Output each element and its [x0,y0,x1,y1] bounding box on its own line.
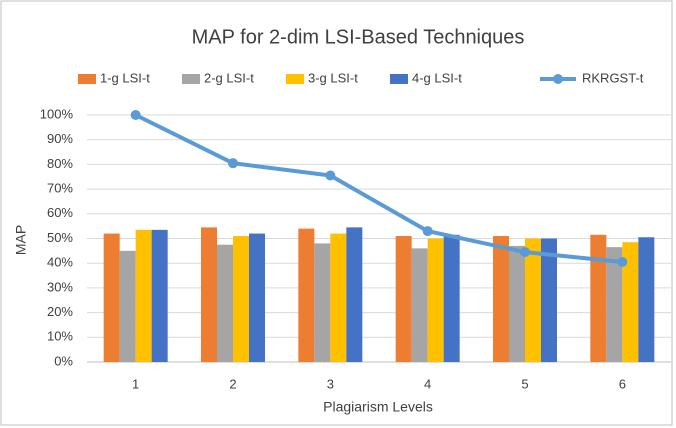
line-marker [228,158,238,169]
legend-swatch [286,74,304,84]
y-tick-label: 80% [47,156,73,171]
line-marker [520,247,530,258]
chart-title: MAP for 2-dim LSI-Based Techniques [192,26,525,48]
bar [493,236,509,362]
legend-label: RKRGST-t [582,70,644,85]
y-axis-label: MAP [13,225,29,255]
y-tick-label: 10% [47,329,73,344]
y-tick-label: 60% [47,205,73,220]
y-tick-label: 30% [47,279,73,294]
bar [151,229,168,362]
x-tick-label: 2 [229,376,236,391]
legend-swatch [553,74,563,84]
line-marker [617,256,628,267]
bar [427,238,444,362]
line-marker [422,226,433,237]
bar [119,250,136,362]
y-tick-label: 90% [47,131,73,146]
bar [606,247,623,362]
line-marker [325,170,336,181]
bar [411,248,428,362]
y-tick-label: 50% [47,230,73,245]
y-tick-label: 20% [47,304,73,319]
bar [346,227,363,362]
bar [395,236,412,362]
bar [590,234,607,362]
bar [525,238,541,362]
bar [638,237,655,362]
x-tick-label: 3 [327,376,334,391]
x-tick-label: 6 [619,376,626,391]
legend-label: 4-g LSI-t [412,70,462,85]
bar [233,236,249,362]
legend-label: 1-g LSI-t [100,70,150,85]
legend-swatch [78,74,96,84]
legend-label: 3-g LSI-t [308,70,358,85]
line [134,113,623,264]
bar [201,227,217,362]
bar [622,242,639,362]
bar [103,233,120,362]
y-tick-label: 100% [40,106,74,121]
bar [330,233,347,362]
y-tick-label: 0% [54,353,73,368]
bar [135,229,152,362]
x-tick-label: 1 [132,376,139,391]
y-tick-label: 40% [47,255,73,270]
x-tick-label: 4 [424,376,431,391]
y-tick-label: 70% [47,181,73,196]
bar [298,228,315,362]
legend-swatch [182,74,200,84]
x-axis-label: Plagiarism Levels [323,399,433,415]
bar [217,244,233,362]
bar [314,243,331,362]
line-marker [130,110,141,120]
legend-swatch [390,74,408,84]
legend-label: 2-g LSI-t [204,70,254,85]
bar [249,233,265,362]
x-tick-label: 5 [521,376,528,391]
bar [509,245,525,362]
bar [541,238,557,362]
bar [443,234,460,362]
